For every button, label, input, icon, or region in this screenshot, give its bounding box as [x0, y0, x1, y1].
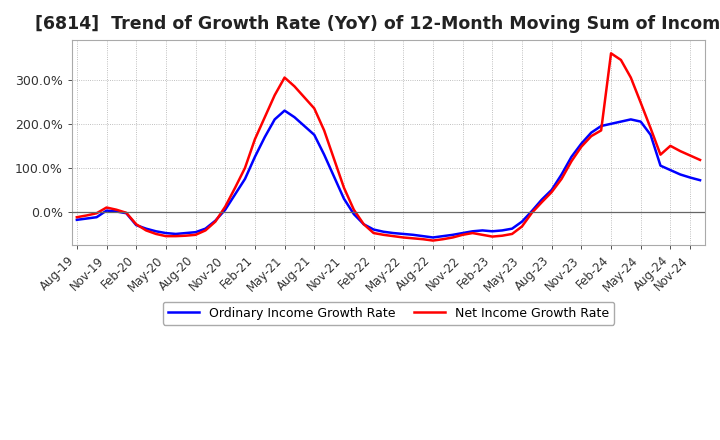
Line: Net Income Growth Rate: Net Income Growth Rate [77, 53, 700, 241]
Title: [6814]  Trend of Growth Rate (YoY) of 12-Month Moving Sum of Incomes: [6814] Trend of Growth Rate (YoY) of 12-… [35, 15, 720, 33]
Net Income Growth Rate [379, 232, 388, 238]
Line: Ordinary Income Growth Rate: Ordinary Income Growth Rate [77, 110, 700, 238]
Net Income Growth Rate [488, 234, 497, 239]
Ordinary Income Growth Rate [340, 196, 348, 202]
Ordinary Income Growth Rate [152, 229, 161, 234]
Ordinary Income Growth Rate [696, 178, 704, 183]
Net Income Growth Rate [419, 237, 428, 242]
Ordinary Income Growth Rate [428, 235, 437, 240]
Net Income Growth Rate [478, 232, 487, 238]
Net Income Growth Rate [330, 156, 338, 161]
Ordinary Income Growth Rate [498, 228, 507, 233]
Ordinary Income Growth Rate [438, 234, 447, 239]
Net Income Growth Rate [73, 215, 81, 220]
Ordinary Income Growth Rate [280, 108, 289, 113]
Ordinary Income Growth Rate [73, 217, 81, 223]
Net Income Growth Rate [428, 238, 437, 243]
Legend: Ordinary Income Growth Rate, Net Income Growth Rate: Ordinary Income Growth Rate, Net Income … [163, 302, 614, 325]
Net Income Growth Rate [696, 157, 704, 162]
Net Income Growth Rate [607, 51, 616, 56]
Ordinary Income Growth Rate [389, 231, 397, 236]
Ordinary Income Growth Rate [488, 229, 497, 234]
Net Income Growth Rate [152, 231, 161, 237]
